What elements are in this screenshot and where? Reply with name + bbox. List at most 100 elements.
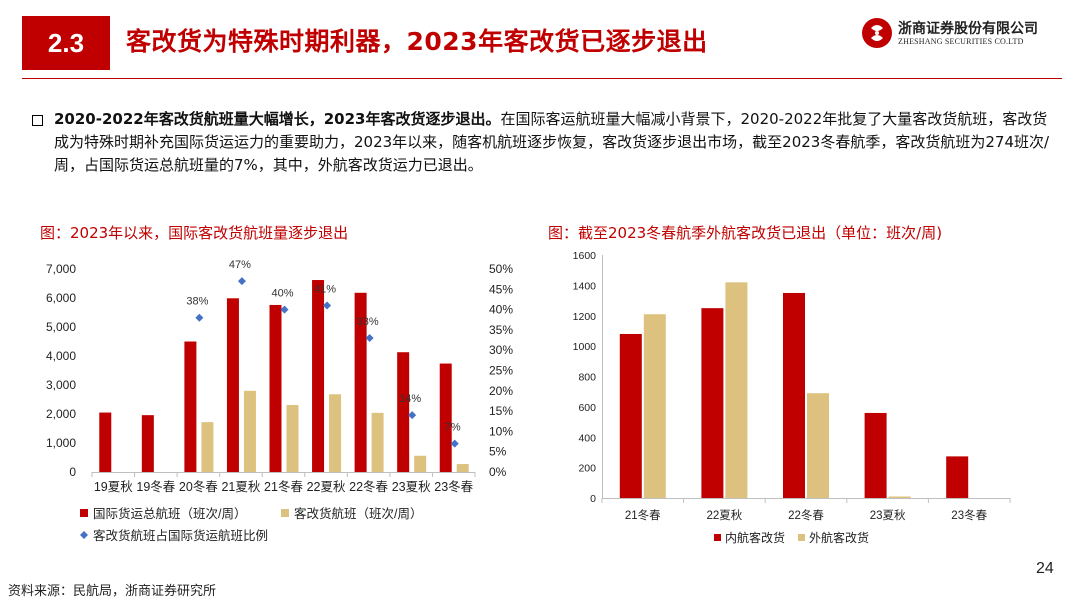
conversion-flights-bar xyxy=(201,422,214,472)
logo-mark-icon xyxy=(862,18,892,48)
x-tick-label: 22夏秋 xyxy=(707,508,743,522)
domestic-airline-bar xyxy=(701,308,724,498)
ratio-point xyxy=(280,305,289,314)
x-tick-label: 20冬春 xyxy=(179,479,218,494)
legend-swatch-foreign xyxy=(798,534,805,541)
right-y-tick-label: 35% xyxy=(489,323,513,337)
x-tick-label: 23冬春 xyxy=(951,508,987,522)
right-y-tick-label: 15% xyxy=(489,404,513,418)
y-tick-label: 800 xyxy=(578,372,596,384)
total-flights-bar xyxy=(397,352,410,472)
x-tick-label: 21冬春 xyxy=(264,479,303,494)
ratio-point xyxy=(237,277,246,286)
section-number-badge: 2.3 xyxy=(22,16,110,70)
company-logo: 浙商证券股份有限公司 ZHESHANG SECURITIES CO.LTD xyxy=(862,16,1062,56)
summary-text: 在国际客运航班量大幅减小背景下，2020-2022年批复了大量客改货航班，客改货… xyxy=(54,110,1050,174)
right-y-tick-label: 10% xyxy=(489,424,513,438)
foreign-airline-bar xyxy=(643,314,666,498)
foreign-airline-bar xyxy=(807,393,829,498)
page-number: 24 xyxy=(1036,560,1054,577)
total-flights-bar xyxy=(141,415,154,472)
x-tick-label: 23夏秋 xyxy=(870,508,906,522)
data-source: 资料来源：民航局，浙商证券研究所 xyxy=(8,584,217,599)
legend-swatch-ratio xyxy=(80,531,88,539)
foreign-airline-bar xyxy=(725,282,748,498)
logo-company-name: 浙商证券股份有限公司 xyxy=(898,21,1038,37)
conversion-flights-bar xyxy=(243,390,256,472)
legend-label-total: 国际货运总航班（班次/周） xyxy=(93,506,246,521)
domestic-airline-bar xyxy=(946,456,969,498)
conversion-flights-bar xyxy=(456,464,469,472)
right-y-tick-label: 25% xyxy=(489,364,513,378)
total-flights-bar xyxy=(184,341,197,472)
ratio-data-label: 41% xyxy=(314,284,336,296)
x-tick-label: 19冬春 xyxy=(136,479,175,494)
right-y-tick-label: 20% xyxy=(489,384,513,398)
x-tick-label: 23冬春 xyxy=(434,479,473,494)
legend-label-ratio: 客改货航班占国际货运航班比例 xyxy=(93,528,268,543)
ratio-data-label: 38% xyxy=(186,296,208,308)
right-y-tick-label: 0% xyxy=(489,465,507,479)
legend-label-conversion: 客改货航班（班次/周） xyxy=(294,506,422,521)
right-y-tick-label: 5% xyxy=(489,445,507,459)
conversion-flights-bar xyxy=(329,394,342,472)
ratio-data-label: 40% xyxy=(271,288,293,300)
x-tick-label: 22冬春 xyxy=(349,479,388,494)
total-flights-bar xyxy=(226,298,239,472)
y-tick-label: 1400 xyxy=(573,280,597,292)
domestic-airline-bar xyxy=(619,333,642,498)
left-y-tick-label: 1,000 xyxy=(46,436,76,450)
domestic-airline-bar xyxy=(783,292,805,498)
left-chart: 0 1,000 2,000 3,000 4,000 5,000 6,000 7,000 0% 5%… xyxy=(46,259,513,543)
ratio-data-label: 33% xyxy=(357,316,379,328)
y-tick-label: 1200 xyxy=(573,311,597,323)
foreign-airline-bar xyxy=(888,496,911,498)
logo-company-name-en: ZHESHANG SECURITIES CO.LTD xyxy=(898,37,1024,46)
ratio-point xyxy=(323,301,332,310)
total-flights-bar xyxy=(269,304,282,472)
ratio-point xyxy=(450,439,459,448)
legend-swatch-total xyxy=(80,509,88,517)
left-y-tick-label: 6,000 xyxy=(46,291,76,305)
ratio-point xyxy=(408,411,417,420)
legend-label-domestic: 内航客改货 xyxy=(725,530,785,545)
x-tick-label: 21冬春 xyxy=(625,508,661,522)
summary-bold-lead: 2020-2022年客改货航班量大幅增长，2023年客改货逐步退出。 xyxy=(54,110,501,128)
ratio-data-label: 47% xyxy=(229,259,251,271)
ratio-data-label: 7% xyxy=(445,422,461,434)
ratio-data-label: 14% xyxy=(399,393,421,405)
left-y-tick-label: 4,000 xyxy=(46,349,76,363)
y-tick-label: 600 xyxy=(578,402,596,414)
right-y-tick-label: 30% xyxy=(489,343,513,357)
legend-swatch-domestic xyxy=(714,534,721,541)
left-y-tick-label: 2,000 xyxy=(46,407,76,421)
left-chart-title: 图：2023年以来，国际客改货航班量逐步退出 xyxy=(40,224,349,242)
total-flights-bar xyxy=(354,292,367,472)
total-flights-bar xyxy=(99,412,112,472)
x-tick-label: 22冬春 xyxy=(788,508,824,522)
left-y-tick-label: 3,000 xyxy=(46,378,76,392)
y-tick-label: 400 xyxy=(578,432,596,444)
y-tick-label: 1000 xyxy=(573,341,597,353)
right-y-tick-label: 50% xyxy=(489,262,513,276)
left-y-tick-label: 7,000 xyxy=(46,262,76,276)
left-y-tick-label: 0 xyxy=(69,465,76,479)
x-tick-label: 21夏秋 xyxy=(221,480,260,494)
right-y-tick-label: 40% xyxy=(489,303,513,317)
x-tick-label: 19夏秋 xyxy=(94,480,133,494)
summary-paragraph: 2020-2022年客改货航班量大幅增长，2023年客改货逐步退出。在国际客运航… xyxy=(54,108,1054,177)
right-chart: 0 200 400 600 800 1000 1200 1400 1600 21冬春 22夏秋 22冬… xyxy=(573,250,1011,545)
right-y-tick-label: 45% xyxy=(489,282,513,296)
domestic-airline-bar xyxy=(864,412,887,498)
conversion-flights-bar xyxy=(414,455,427,472)
ratio-point xyxy=(365,334,374,343)
x-tick-label: 23夏秋 xyxy=(392,480,431,494)
conversion-flights-bar xyxy=(286,405,299,472)
legend-swatch-conversion xyxy=(281,509,289,517)
total-flights-bar xyxy=(312,280,325,472)
right-chart-title: 图：截至2023冬春航季外航客改货已退出（单位：班次/周) xyxy=(548,224,943,242)
legend-label-foreign: 外航客改货 xyxy=(809,530,869,545)
total-flights-bar xyxy=(439,363,452,472)
y-tick-label: 0 xyxy=(590,493,596,505)
left-y-tick-label: 5,000 xyxy=(46,320,76,334)
